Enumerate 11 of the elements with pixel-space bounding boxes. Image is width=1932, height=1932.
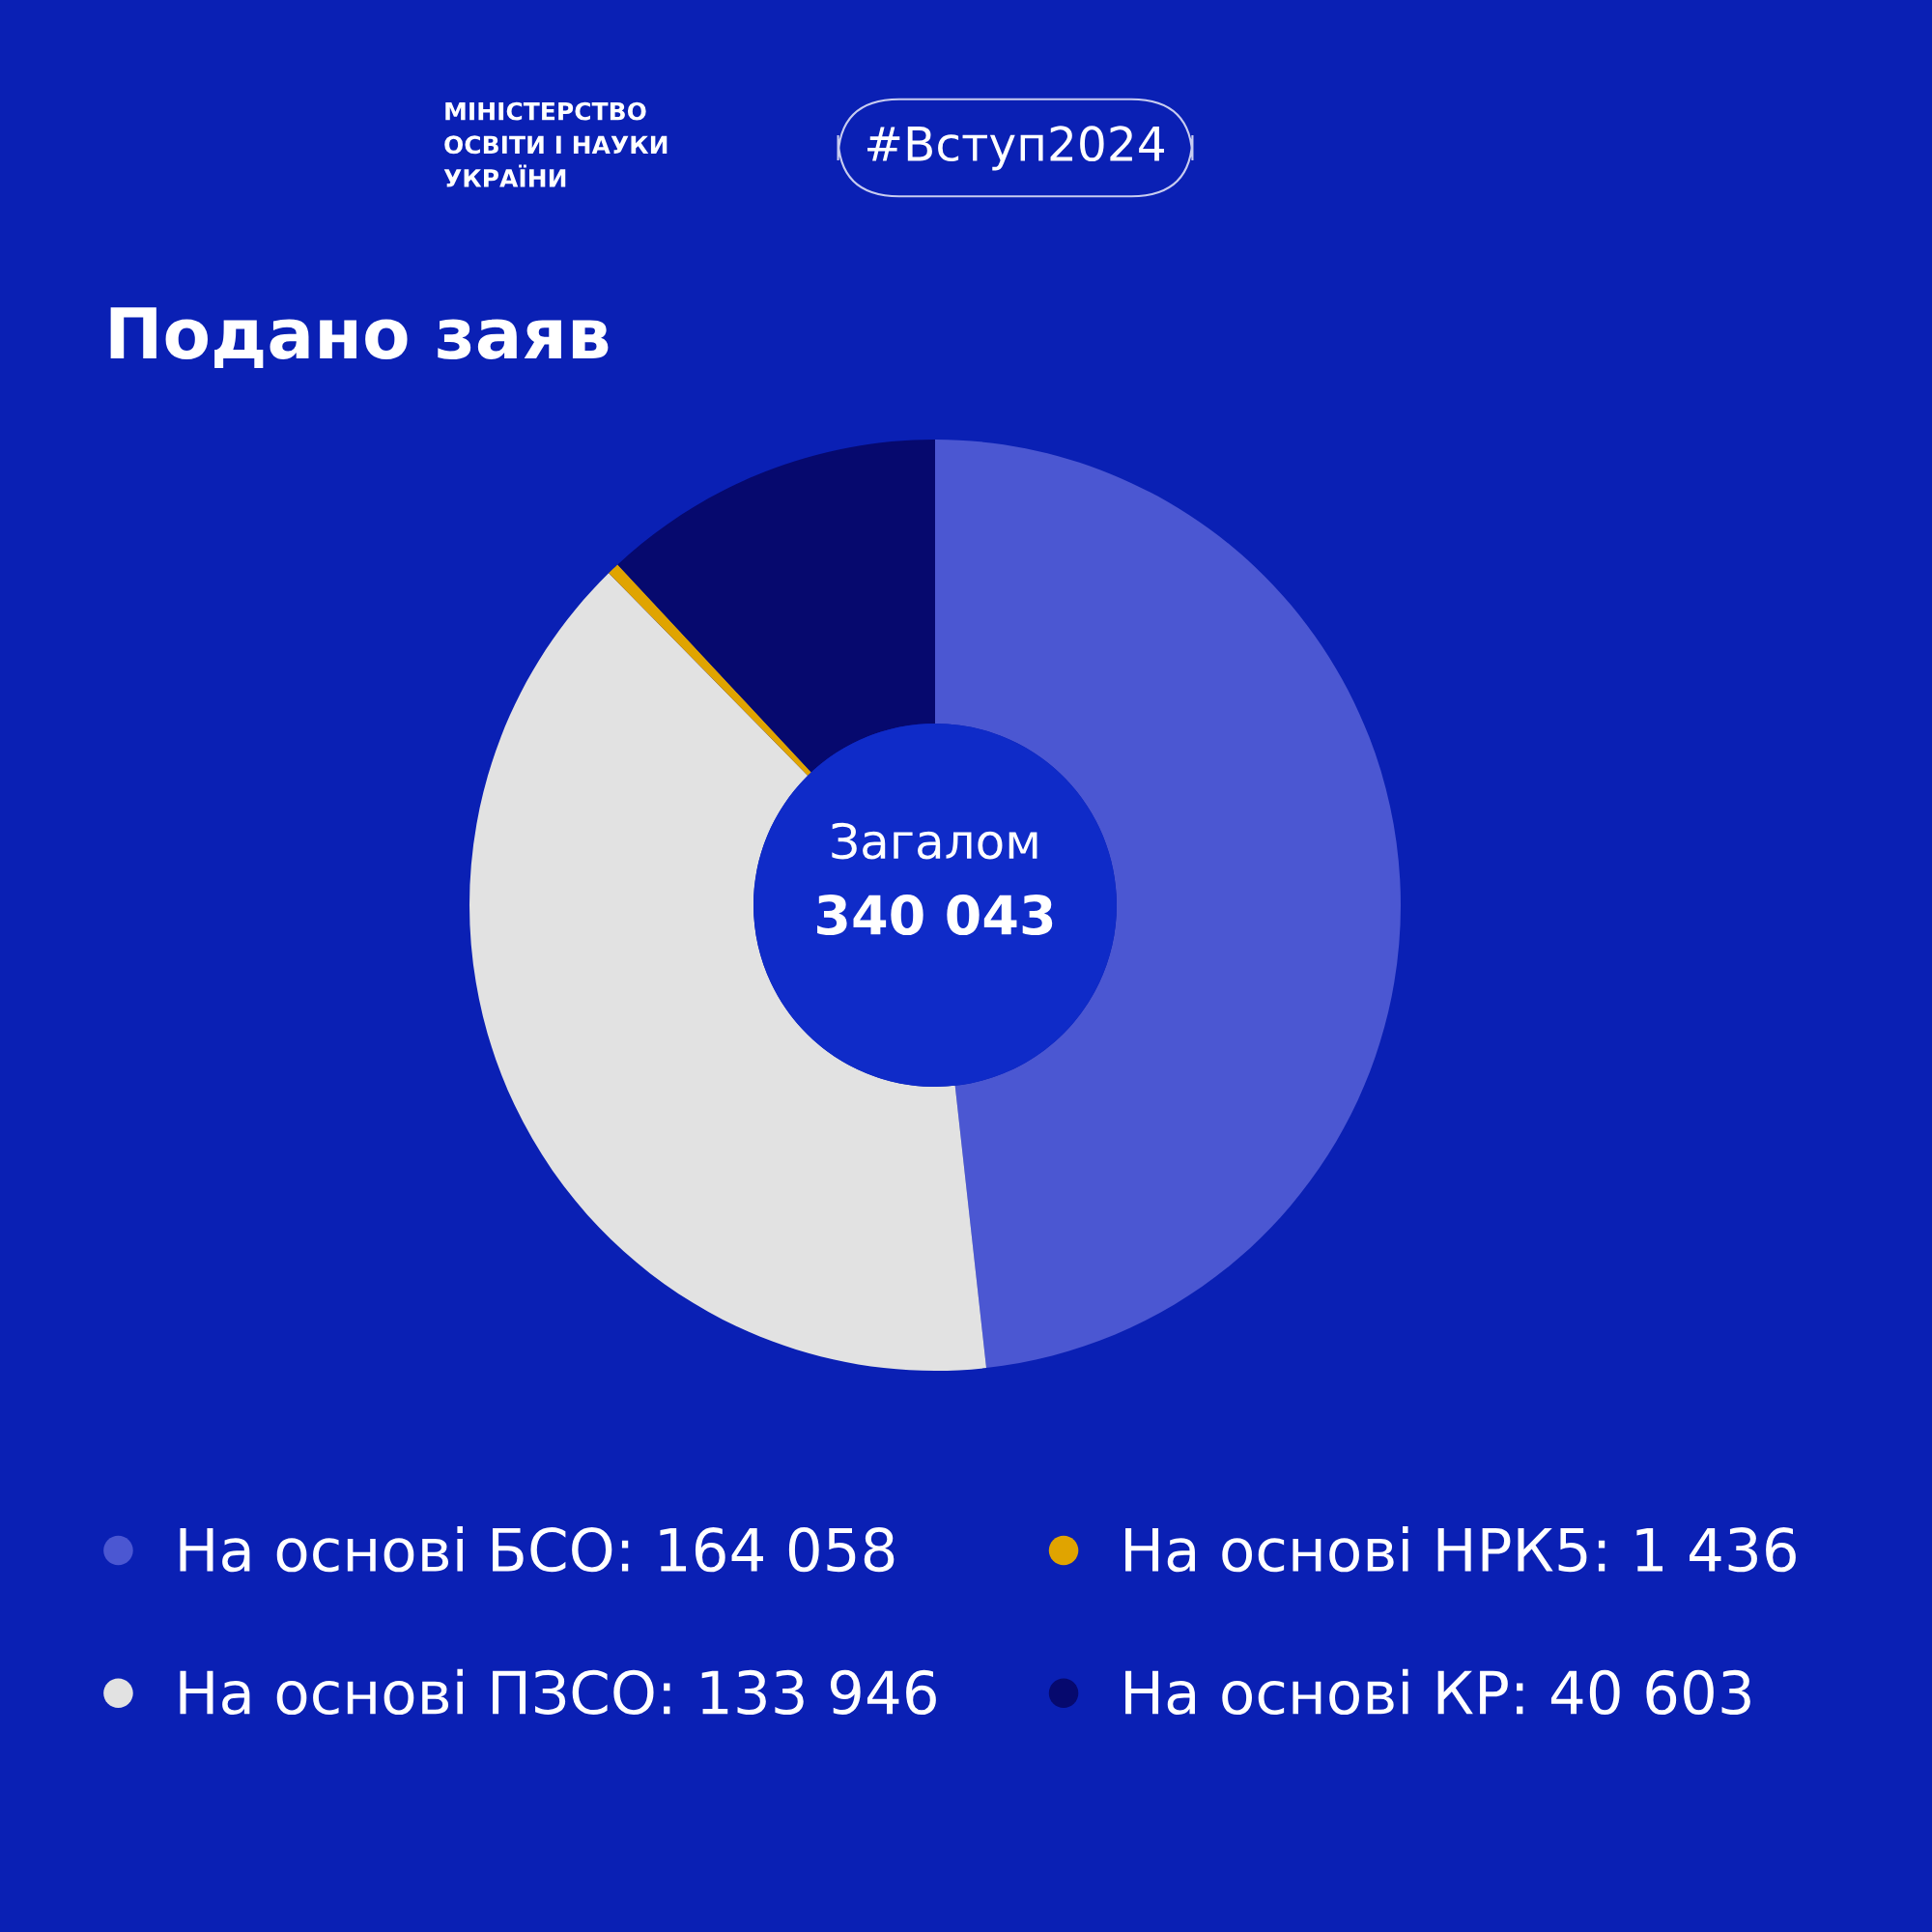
legend-label: На основі НРК5: 1 436 xyxy=(1125,1526,1796,1573)
text: 340 043 xyxy=(817,895,1053,936)
donut-slice xyxy=(617,440,935,773)
legend-label: На основі ПЗСО: 133 946 xyxy=(180,1668,936,1716)
text: Загалом xyxy=(832,822,1037,860)
donut-slice xyxy=(609,564,811,776)
text: #Вступ2024 xyxy=(867,126,1164,171)
text: МІНІСТЕРСТВО ОСВІТИ І НАУКИ УКРАЇНИ xyxy=(443,101,668,187)
legend-label: На основі БСО: 164 058 xyxy=(180,1526,895,1573)
chart-title: Подано заяв xyxy=(110,307,609,368)
legend-label: На основі КР: 40 603 xyxy=(1125,1668,1750,1716)
